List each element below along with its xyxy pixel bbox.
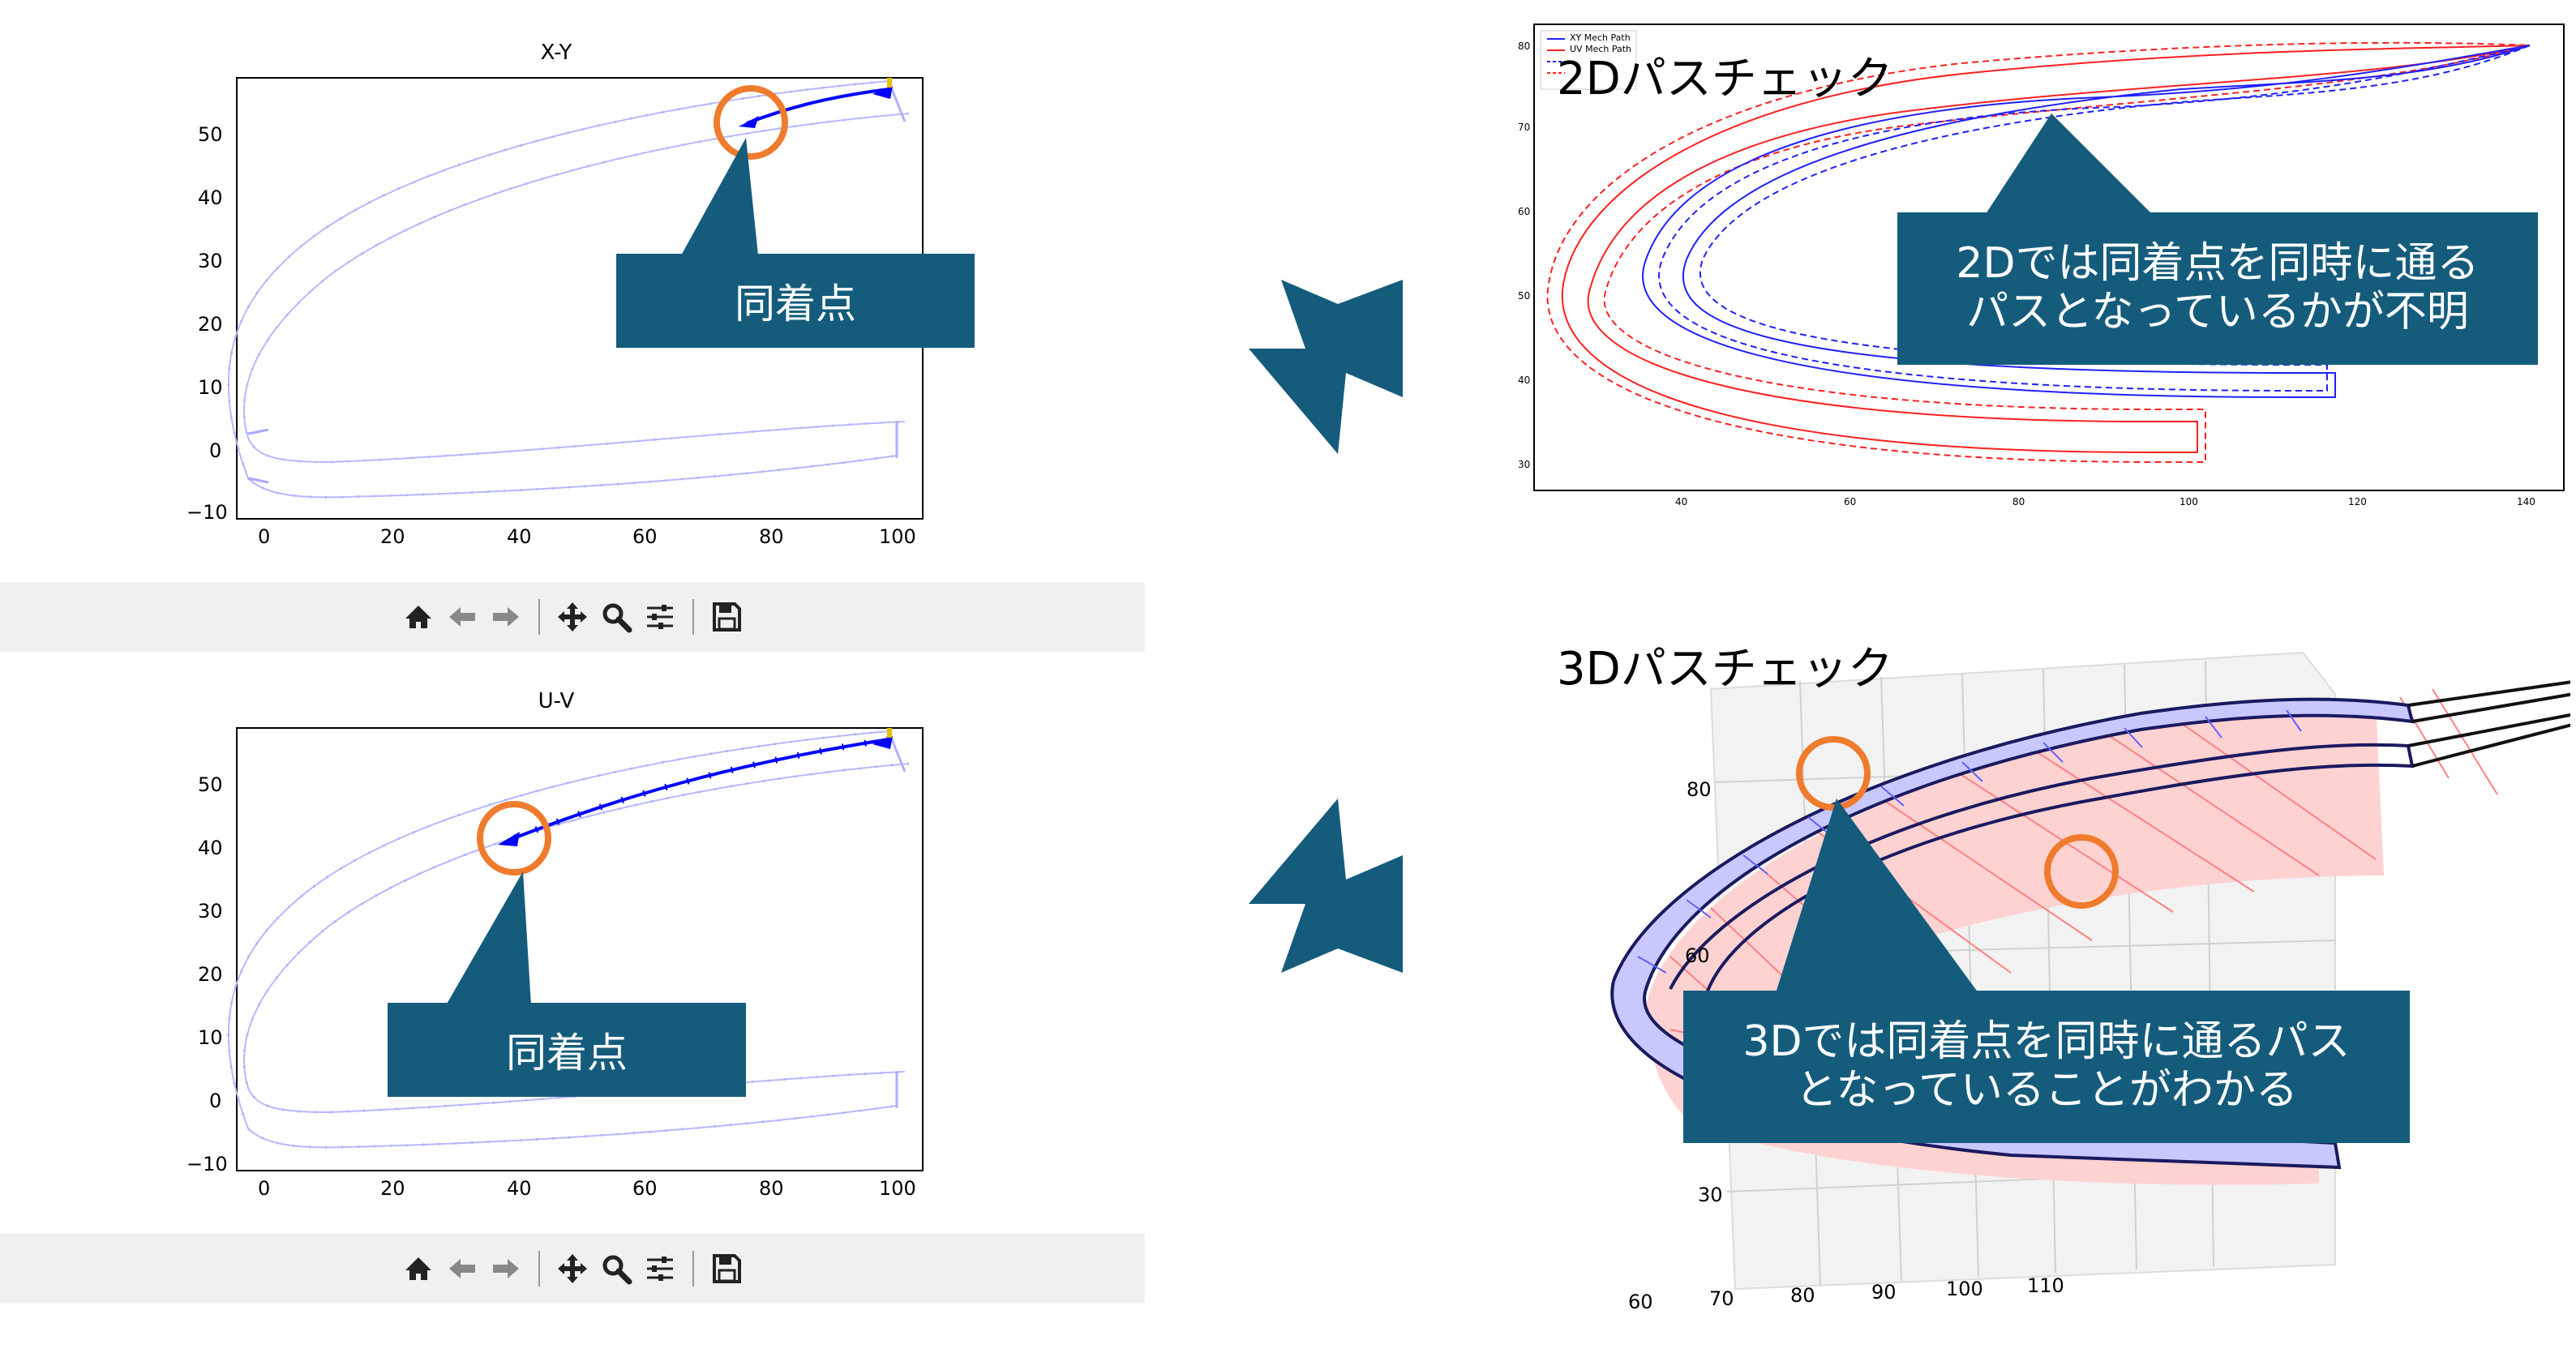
y-tick: 30 (198, 250, 223, 272)
uv-plot-title: U-V (538, 689, 575, 713)
x-tick: 70 (1709, 1287, 1734, 1310)
x-tick: 80 (1790, 1284, 1815, 1307)
x-tick: 80 (2012, 496, 2025, 507)
y-tick: 50 (1518, 290, 1531, 302)
toolbar-divider (692, 599, 694, 635)
zoom-icon[interactable] (598, 1251, 634, 1287)
pan-icon[interactable] (555, 599, 590, 635)
home-icon[interactable] (401, 1251, 436, 1287)
legend-item-uv: UV Mech Path (1570, 44, 1632, 54)
x-tick: 90 (1871, 1281, 1897, 1304)
xy-callout: 同着点 (616, 254, 975, 348)
check3d-heading: 3Dパスチェック (1557, 643, 1893, 696)
y-tick: 10 (198, 1026, 223, 1049)
check2d-callout-pointer (1982, 113, 2157, 219)
y-tick: 60 (1685, 944, 1710, 967)
y-tick: 70 (1518, 122, 1531, 133)
x-tick: 60 (1844, 496, 1857, 507)
x-tick: 0 (258, 525, 271, 548)
y-tick: −10 (186, 1153, 228, 1175)
xy-callout-pointer (681, 138, 758, 255)
uv-callout-pointer (446, 871, 531, 1005)
toolbar-divider (538, 599, 540, 635)
y-tick: 40 (198, 837, 223, 859)
x-tick: 60 (1628, 1291, 1653, 1313)
y-tick: 80 (1518, 41, 1531, 52)
x-tick: 40 (507, 1177, 532, 1200)
uv-toolbar (0, 1234, 1145, 1304)
check3d-callout: 3Dでは同着点を同時に通るパス となっていることがわかる (1683, 991, 2410, 1143)
y-tick: 10 (198, 376, 223, 399)
y-tick: 50 (198, 773, 223, 796)
back-arrow-icon[interactable] (444, 1251, 480, 1287)
uv-figure-panel: U-V 0 20 40 60 80 100 50 40 30 20 10 0 −… (5, 658, 1124, 1226)
xy-plot-title: X-Y (540, 41, 572, 65)
configure-subplots-icon[interactable] (642, 599, 678, 635)
check3d-callout-line2: となっていることがわかる (1795, 1066, 2298, 1115)
save-icon[interactable] (709, 1251, 744, 1287)
check2d-callout: 2Dでは同着点を同時に通る パスとなっているかが不明 (1897, 212, 2538, 365)
uv-plot (227, 727, 924, 1171)
y-tick: 30 (1518, 459, 1531, 470)
uv-callout: 同着点 (388, 1003, 746, 1097)
xy-toolbar (0, 582, 1145, 652)
arrow-down-right-icon (1249, 799, 1403, 973)
check2d-callout-line2: パスとなっているかが不明 (1966, 288, 2469, 336)
toolbar-divider (538, 1251, 540, 1287)
y-tick: −10 (186, 501, 228, 524)
y-tick: 20 (198, 963, 223, 986)
check3d-callout-pointer (1776, 799, 1978, 993)
x-tick: 40 (507, 525, 532, 548)
x-tick: 80 (759, 525, 784, 548)
x-tick: 100 (879, 1177, 916, 1200)
x-tick: 110 (2027, 1274, 2064, 1297)
check3d-panel: 60 70 80 90 100 110 80 60 30 (1524, 632, 2570, 1329)
legend-item-xy: XY Mech Path (1570, 32, 1631, 43)
y-tick: 30 (1698, 1184, 1723, 1206)
x-tick: 100 (1946, 1278, 1983, 1300)
x-tick: 120 (2348, 496, 2367, 507)
arrow-up-right-icon (1249, 280, 1403, 454)
y-tick: 20 (198, 313, 223, 336)
y-tick: 0 (209, 439, 222, 462)
back-arrow-icon[interactable] (444, 599, 480, 635)
zoom-icon[interactable] (598, 599, 634, 635)
y-tick: 30 (198, 900, 223, 923)
x-tick: 20 (380, 1177, 405, 1200)
x-tick: 60 (632, 1177, 658, 1200)
save-icon[interactable] (709, 599, 744, 635)
pan-icon[interactable] (555, 1251, 590, 1287)
home-icon[interactable] (401, 599, 436, 635)
x-tick: 0 (258, 1177, 271, 1200)
x-tick: 100 (2180, 496, 2198, 507)
x-tick: 100 (879, 525, 916, 548)
y-tick: 0 (209, 1090, 222, 1112)
x-tick: 80 (759, 1177, 784, 1200)
y-tick: 60 (1518, 206, 1531, 217)
x-tick: 20 (380, 525, 405, 548)
y-tick: 40 (198, 186, 223, 209)
y-tick: 50 (198, 123, 223, 146)
x-tick: 140 (2517, 496, 2535, 507)
x-tick: 40 (1675, 496, 1688, 507)
check3d-callout-line1: 3Dでは同着点を同時に通るパス (1742, 1017, 2351, 1067)
y-tick: 80 (1687, 778, 1712, 801)
forward-arrow-icon[interactable] (488, 599, 524, 635)
configure-subplots-icon[interactable] (642, 1251, 678, 1287)
check3d-plot (1610, 651, 2570, 1291)
x-tick: 60 (632, 525, 658, 548)
y-tick: 40 (1518, 375, 1531, 386)
toolbar-divider (692, 1251, 694, 1287)
check2d-heading: 2Dパスチェック (1557, 53, 1893, 105)
forward-arrow-icon[interactable] (488, 1251, 524, 1287)
check2d-callout-line1: 2Dでは同着点を同時に通る (1956, 239, 2480, 289)
